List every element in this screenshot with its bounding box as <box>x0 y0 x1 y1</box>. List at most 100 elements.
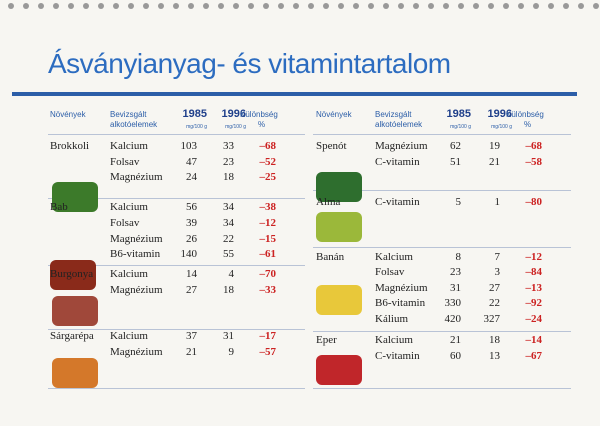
component: Kalcium <box>110 201 148 213</box>
binding-ring <box>548 3 554 9</box>
binding-ring <box>413 3 419 9</box>
value-1996: 22 <box>223 233 234 245</box>
difference: –13 <box>525 282 543 294</box>
plant-image <box>316 355 362 385</box>
value-1996: 33 <box>223 140 234 152</box>
binding-ring <box>68 3 74 9</box>
plant-image <box>316 285 362 315</box>
header-rule <box>313 134 571 135</box>
binding-ring <box>338 3 344 9</box>
value-1985: 103 <box>180 140 198 152</box>
binding-ring <box>473 3 479 9</box>
component: Kalcium <box>375 251 413 263</box>
value-1996: 27 <box>489 282 500 294</box>
value-1996: 9 <box>228 346 235 358</box>
plant-image <box>52 358 98 388</box>
value-1985: 23 <box>450 266 461 278</box>
value-1996: 31 <box>223 330 234 342</box>
difference: –61 <box>259 248 277 260</box>
binding-ring <box>233 3 239 9</box>
plant-name: Burgonya <box>50 268 94 280</box>
binding-ring <box>83 3 89 9</box>
header-year: 1996 <box>487 108 512 120</box>
binding-ring <box>533 3 539 9</box>
binding-ring <box>8 3 14 9</box>
binding-ring <box>278 3 284 9</box>
header-unit: mg/100 g <box>491 124 512 130</box>
difference: –80 <box>525 196 543 208</box>
value-1996: 4 <box>228 268 235 280</box>
binding-ring <box>293 3 299 9</box>
component: Folsav <box>110 217 140 229</box>
plant-name: Alma <box>316 196 341 208</box>
difference: –68 <box>259 140 277 152</box>
value-1996: 23 <box>223 156 234 168</box>
header-unit: mg/100 g <box>186 124 207 130</box>
component: C-vitamin <box>375 350 420 362</box>
binding-ring <box>578 3 584 9</box>
plant-image <box>316 212 362 242</box>
value-1996: 1 <box>494 196 501 208</box>
component: B6-vitamin <box>375 297 426 309</box>
component: Kalcium <box>110 330 148 342</box>
plant-image <box>52 182 98 212</box>
group-rule <box>313 331 571 332</box>
group-rule <box>48 329 305 330</box>
plant-name: Bab <box>50 201 68 213</box>
value-1996: 55 <box>223 248 234 260</box>
value-1996: 21 <box>489 156 500 168</box>
group-rule <box>313 190 571 191</box>
component: Magnézium <box>110 171 163 183</box>
component: Folsav <box>110 156 140 168</box>
value-1985: 62 <box>450 140 461 152</box>
difference: –24 <box>525 313 543 325</box>
value-1985: 47 <box>186 156 197 168</box>
value-1996: 19 <box>489 140 500 152</box>
binding-ring <box>53 3 59 9</box>
binding-ring <box>308 3 314 9</box>
value-1996: 18 <box>223 284 234 296</box>
plant-name: Banán <box>316 251 345 263</box>
binding-ring <box>113 3 119 9</box>
header-diff-unit: % <box>524 120 532 129</box>
value-1985: 5 <box>455 196 462 208</box>
component: Magnézium <box>375 140 428 152</box>
title-bar <box>12 92 577 96</box>
plant-name: Brokkoli <box>50 140 90 152</box>
value-1996: 18 <box>223 171 234 183</box>
header-unit: mg/100 g <box>450 124 471 130</box>
difference: –68 <box>525 140 543 152</box>
binding-ring <box>128 3 134 9</box>
value-1996: 34 <box>223 201 234 213</box>
binding-ring <box>443 3 449 9</box>
value-1996: 13 <box>489 350 500 362</box>
component: Kalcium <box>110 268 148 280</box>
binding-ring <box>263 3 269 9</box>
value-1985: 140 <box>180 248 198 260</box>
value-1996: 22 <box>489 297 500 309</box>
value-1985: 330 <box>444 297 462 309</box>
header-diff-unit: % <box>258 120 266 129</box>
binding-ring <box>503 3 509 9</box>
component: Magnézium <box>110 233 163 245</box>
value-1985: 21 <box>450 334 461 346</box>
difference: –14 <box>525 334 543 346</box>
value-1985: 60 <box>450 350 461 362</box>
value-1996: 327 <box>483 313 501 325</box>
binding-ring <box>383 3 389 9</box>
plant-image <box>50 260 96 290</box>
plant-name: Spenót <box>316 140 347 152</box>
binding-ring <box>38 3 44 9</box>
binding-ring <box>98 3 104 9</box>
component: Folsav <box>375 266 405 278</box>
component: Magnézium <box>375 282 428 294</box>
binding-ring <box>488 3 494 9</box>
difference: –12 <box>525 251 543 263</box>
header-component: Bevizsgált alkotóelemek <box>375 110 423 129</box>
binding-ring <box>23 3 29 9</box>
binding-ring <box>248 3 254 9</box>
binding-ring <box>218 3 224 9</box>
binding-ring <box>428 3 434 9</box>
title: Ásványianyag- és vitamintartalom <box>48 48 451 79</box>
